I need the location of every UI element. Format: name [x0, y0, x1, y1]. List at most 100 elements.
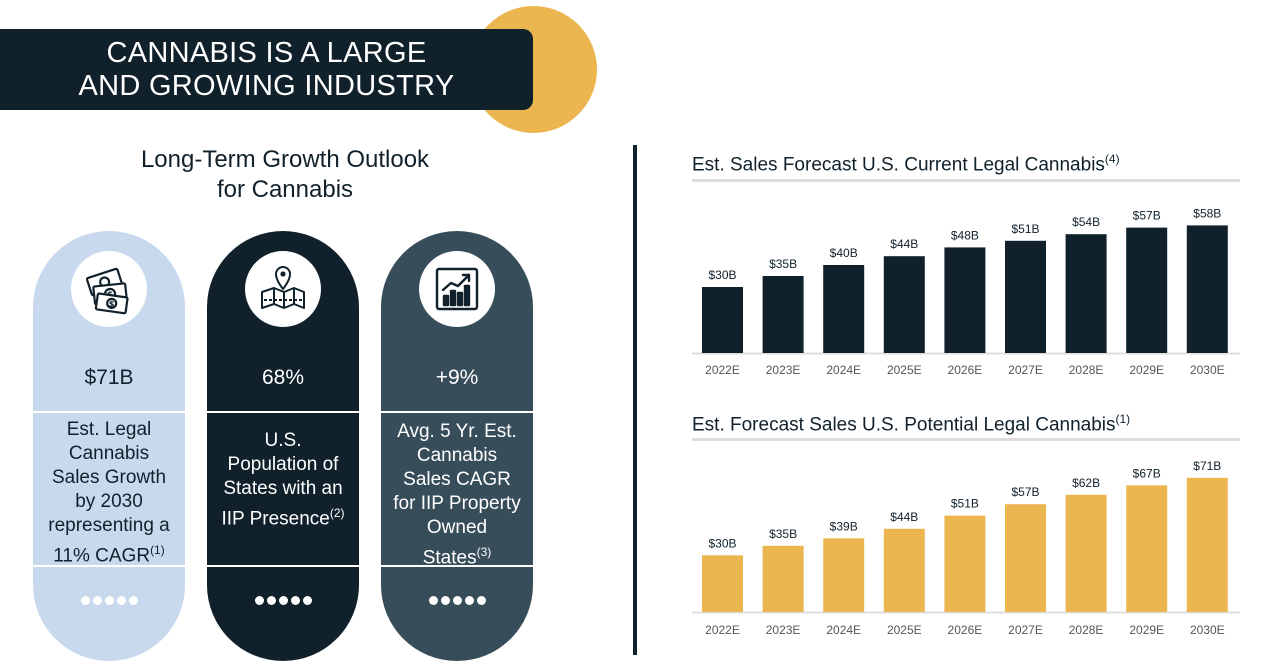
data-label-2030E: $58B [1193, 206, 1221, 220]
data-label-2025E: $44B [890, 237, 918, 251]
footnote-ref: (1) [1115, 412, 1131, 426]
footnote-ref: (1) [150, 543, 165, 557]
bar-chart-potential: $30B 2022E $35B 2023E $39B 2024E $44B 2025E $51B… [692, 459, 1240, 637]
banner-line-1: CANNABIS IS A LARGE [106, 36, 427, 69]
stat-desc-line: IIP Presence(2) [211, 501, 355, 531]
stat-pill-cagr: +9% Avg. 5 Yr. Est. Cannabis Sales CAGR … [381, 231, 533, 661]
stat-desc-text: 11% CAGR [53, 545, 151, 567]
data-label-2027E: $51B [1011, 222, 1039, 236]
data-label-2030E: $71B [1193, 459, 1221, 473]
divider-line [207, 565, 359, 567]
bar-2024E [823, 538, 865, 612]
stat-value: 68% [261, 366, 305, 389]
data-label-2022E: $30B [708, 536, 736, 550]
chart-title-rule [692, 438, 1240, 441]
x-tick-label-2023E: 2023E [766, 363, 801, 377]
outlook-title: Long-Term Growth Outlook for Cannabis [110, 145, 460, 205]
outlook-title-line-2: for Cannabis [216, 176, 354, 203]
bar-2026E [944, 515, 986, 612]
dots-decoration [33, 592, 185, 610]
divider-line [381, 565, 533, 567]
x-tick-label-2026E: 2026E [948, 363, 983, 377]
divider-line [33, 565, 185, 567]
stat-desc-line: Sales Growth [51, 467, 167, 488]
bar-2025E [883, 256, 925, 353]
divider-line [207, 411, 359, 413]
x-tick-label-2022E: 2022E [705, 363, 740, 377]
map-pin-icon [245, 251, 321, 327]
x-tick-label-2024E: 2024E [826, 623, 861, 637]
x-tick-label-2027E: 2027E [1008, 363, 1043, 377]
section-divider [633, 145, 637, 655]
stat-value: $71B [84, 366, 134, 389]
money-bills-icon: $ $ [71, 251, 147, 327]
stat-desc-line: 11% CAGR(1) [37, 538, 181, 568]
stat-desc-line: representing a [48, 515, 170, 536]
data-label-2028E: $62B [1072, 476, 1100, 490]
chart-title-current: Est. Sales Forecast U.S. Current Legal C… [692, 152, 1120, 176]
bar-2026E [944, 247, 986, 353]
x-tick-label-2029E: 2029E [1129, 623, 1164, 637]
data-label-2027E: $57B [1011, 485, 1039, 499]
stat-desc-line: by 2030 [75, 491, 143, 512]
stat-description: Avg. 5 Yr. Est. Cannabis Sales CAGR for … [385, 420, 529, 570]
divider-line [381, 411, 533, 413]
stat-desc-line: Cannabis [68, 443, 150, 464]
x-tick-label-2030E: 2030E [1190, 623, 1225, 637]
bar-2028E [1065, 494, 1107, 612]
bar-2023E [762, 545, 804, 612]
chart-title-potential: Est. Forecast Sales U.S. Potential Legal… [692, 412, 1130, 436]
stat-pill-population: 68% U.S. Population of States with an II… [207, 231, 359, 661]
data-label-2026E: $48B [951, 228, 979, 242]
dots-decoration [381, 592, 533, 610]
svg-text:$: $ [108, 299, 115, 310]
bar-2027E [1005, 240, 1046, 353]
stat-description: Est. Legal Cannabis Sales Growth by 2030… [37, 418, 181, 568]
data-label-2029E: $67B [1133, 466, 1161, 480]
data-label-2024E: $39B [830, 519, 858, 533]
bar-2022E [702, 287, 743, 353]
chart-title-rule [692, 179, 1240, 182]
growth-chart-icon [419, 251, 495, 327]
footnote-ref: (2) [329, 506, 345, 520]
stat-desc-line: Est. Legal [66, 419, 152, 440]
stat-description: U.S. Population of States with an IIP Pr… [211, 429, 355, 531]
stat-value: +9% [435, 366, 479, 389]
data-label-2023E: $35B [769, 527, 797, 541]
bar-2022E [702, 555, 743, 612]
x-tick-label-2027E: 2027E [1008, 623, 1043, 637]
chart-potential-legal: $30B 2022E $35B 2023E $39B 2024E $44B 2025E $51B… [692, 441, 1240, 643]
chart-title-text: Est. Forecast Sales U.S. Potential Legal… [692, 414, 1116, 436]
stat-desc-line: Cannabis [416, 445, 498, 466]
stat-desc-line: U.S. [264, 430, 302, 451]
stat-desc-text: IIP Presence [221, 508, 330, 530]
stat-desc-line: Owned [426, 517, 488, 538]
stat-desc-line: States with an [223, 478, 343, 499]
data-label-2022E: $30B [708, 268, 736, 282]
bar-2029E [1126, 227, 1168, 353]
stat-desc-line: Avg. 5 Yr. Est. [397, 421, 517, 442]
divider-line [33, 411, 185, 413]
bar-2030E [1186, 477, 1228, 612]
banner-line-2: AND GROWING INDUSTRY [78, 69, 455, 102]
stat-desc-line: Sales CAGR [403, 469, 511, 490]
stat-desc-text: States [422, 547, 477, 569]
stat-desc-line: Population of [227, 454, 339, 475]
stat-pill-sales-growth: $ $ $71B Est. Legal Cannabis Sales Growt… [33, 231, 185, 661]
data-label-2023E: $35B [769, 257, 797, 271]
x-tick-label-2024E: 2024E [826, 363, 861, 377]
bar-2029E [1126, 485, 1168, 612]
bar-2024E [823, 265, 865, 353]
bar-2027E [1005, 504, 1046, 612]
outlook-title-line-1: Long-Term Growth Outlook [140, 146, 430, 173]
x-tick-label-2023E: 2023E [766, 623, 801, 637]
x-tick-label-2029E: 2029E [1129, 363, 1164, 377]
x-tick-label-2025E: 2025E [887, 363, 922, 377]
bar-2030E [1186, 225, 1228, 353]
footnote-ref: (3) [476, 545, 492, 559]
data-label-2029E: $57B [1133, 209, 1161, 223]
bar-2025E [883, 528, 925, 612]
data-label-2024E: $40B [830, 246, 858, 260]
x-tick-label-2030E: 2030E [1190, 363, 1225, 377]
bar-chart-current: $30B 2022E $35B 2023E $40B 2024E $44B 2025E $48B… [692, 206, 1240, 377]
